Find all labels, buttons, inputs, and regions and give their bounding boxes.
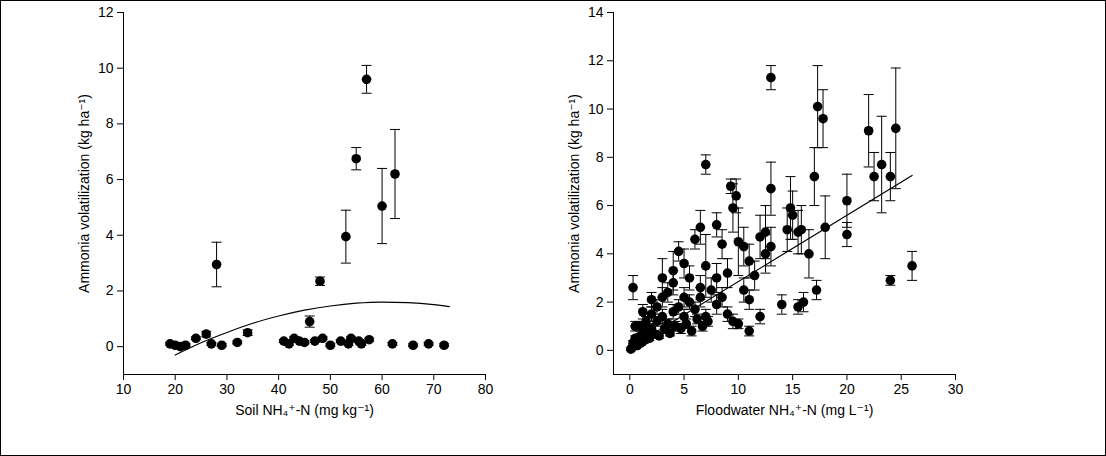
svg-text:Ammonia volatilization (kg ha⁻: Ammonia volatilization (kg ha⁻¹) [76, 94, 92, 293]
svg-text:2: 2 [596, 294, 604, 310]
svg-text:4: 4 [106, 227, 114, 243]
svg-text:Ammonia volatilization (kg ha⁻: Ammonia volatilization (kg ha⁻¹) [566, 94, 582, 293]
svg-text:Soil NH₄⁺-N (mg kg⁻¹): Soil NH₄⁺-N (mg kg⁻¹) [235, 402, 374, 418]
svg-text:12: 12 [588, 52, 604, 68]
svg-text:80: 80 [478, 381, 494, 397]
svg-text:25: 25 [893, 381, 909, 397]
svg-text:14: 14 [588, 4, 604, 20]
svg-text:30: 30 [219, 381, 235, 397]
svg-text:30: 30 [948, 381, 964, 397]
svg-text:40: 40 [271, 381, 287, 397]
svg-text:Floodwater NH₄⁺-N (mg L⁻¹): Floodwater NH₄⁺-N (mg L⁻¹) [696, 402, 874, 418]
svg-text:10: 10 [98, 60, 114, 76]
svg-text:15: 15 [785, 381, 801, 397]
svg-text:2: 2 [106, 282, 114, 298]
svg-text:6: 6 [596, 197, 604, 213]
svg-text:20: 20 [839, 381, 855, 397]
svg-text:5: 5 [680, 381, 688, 397]
svg-text:60: 60 [374, 381, 390, 397]
svg-text:8: 8 [106, 115, 114, 131]
svg-text:0: 0 [106, 338, 114, 354]
svg-text:6: 6 [106, 171, 114, 187]
svg-text:20: 20 [167, 381, 183, 397]
svg-text:70: 70 [426, 381, 442, 397]
svg-text:10: 10 [588, 101, 604, 117]
svg-text:0: 0 [626, 381, 634, 397]
svg-text:12: 12 [98, 4, 114, 20]
svg-text:10: 10 [731, 381, 747, 397]
svg-text:10: 10 [116, 381, 132, 397]
svg-text:8: 8 [596, 149, 604, 165]
svg-text:50: 50 [323, 381, 339, 397]
svg-text:4: 4 [596, 245, 604, 261]
svg-text:0: 0 [596, 342, 604, 358]
